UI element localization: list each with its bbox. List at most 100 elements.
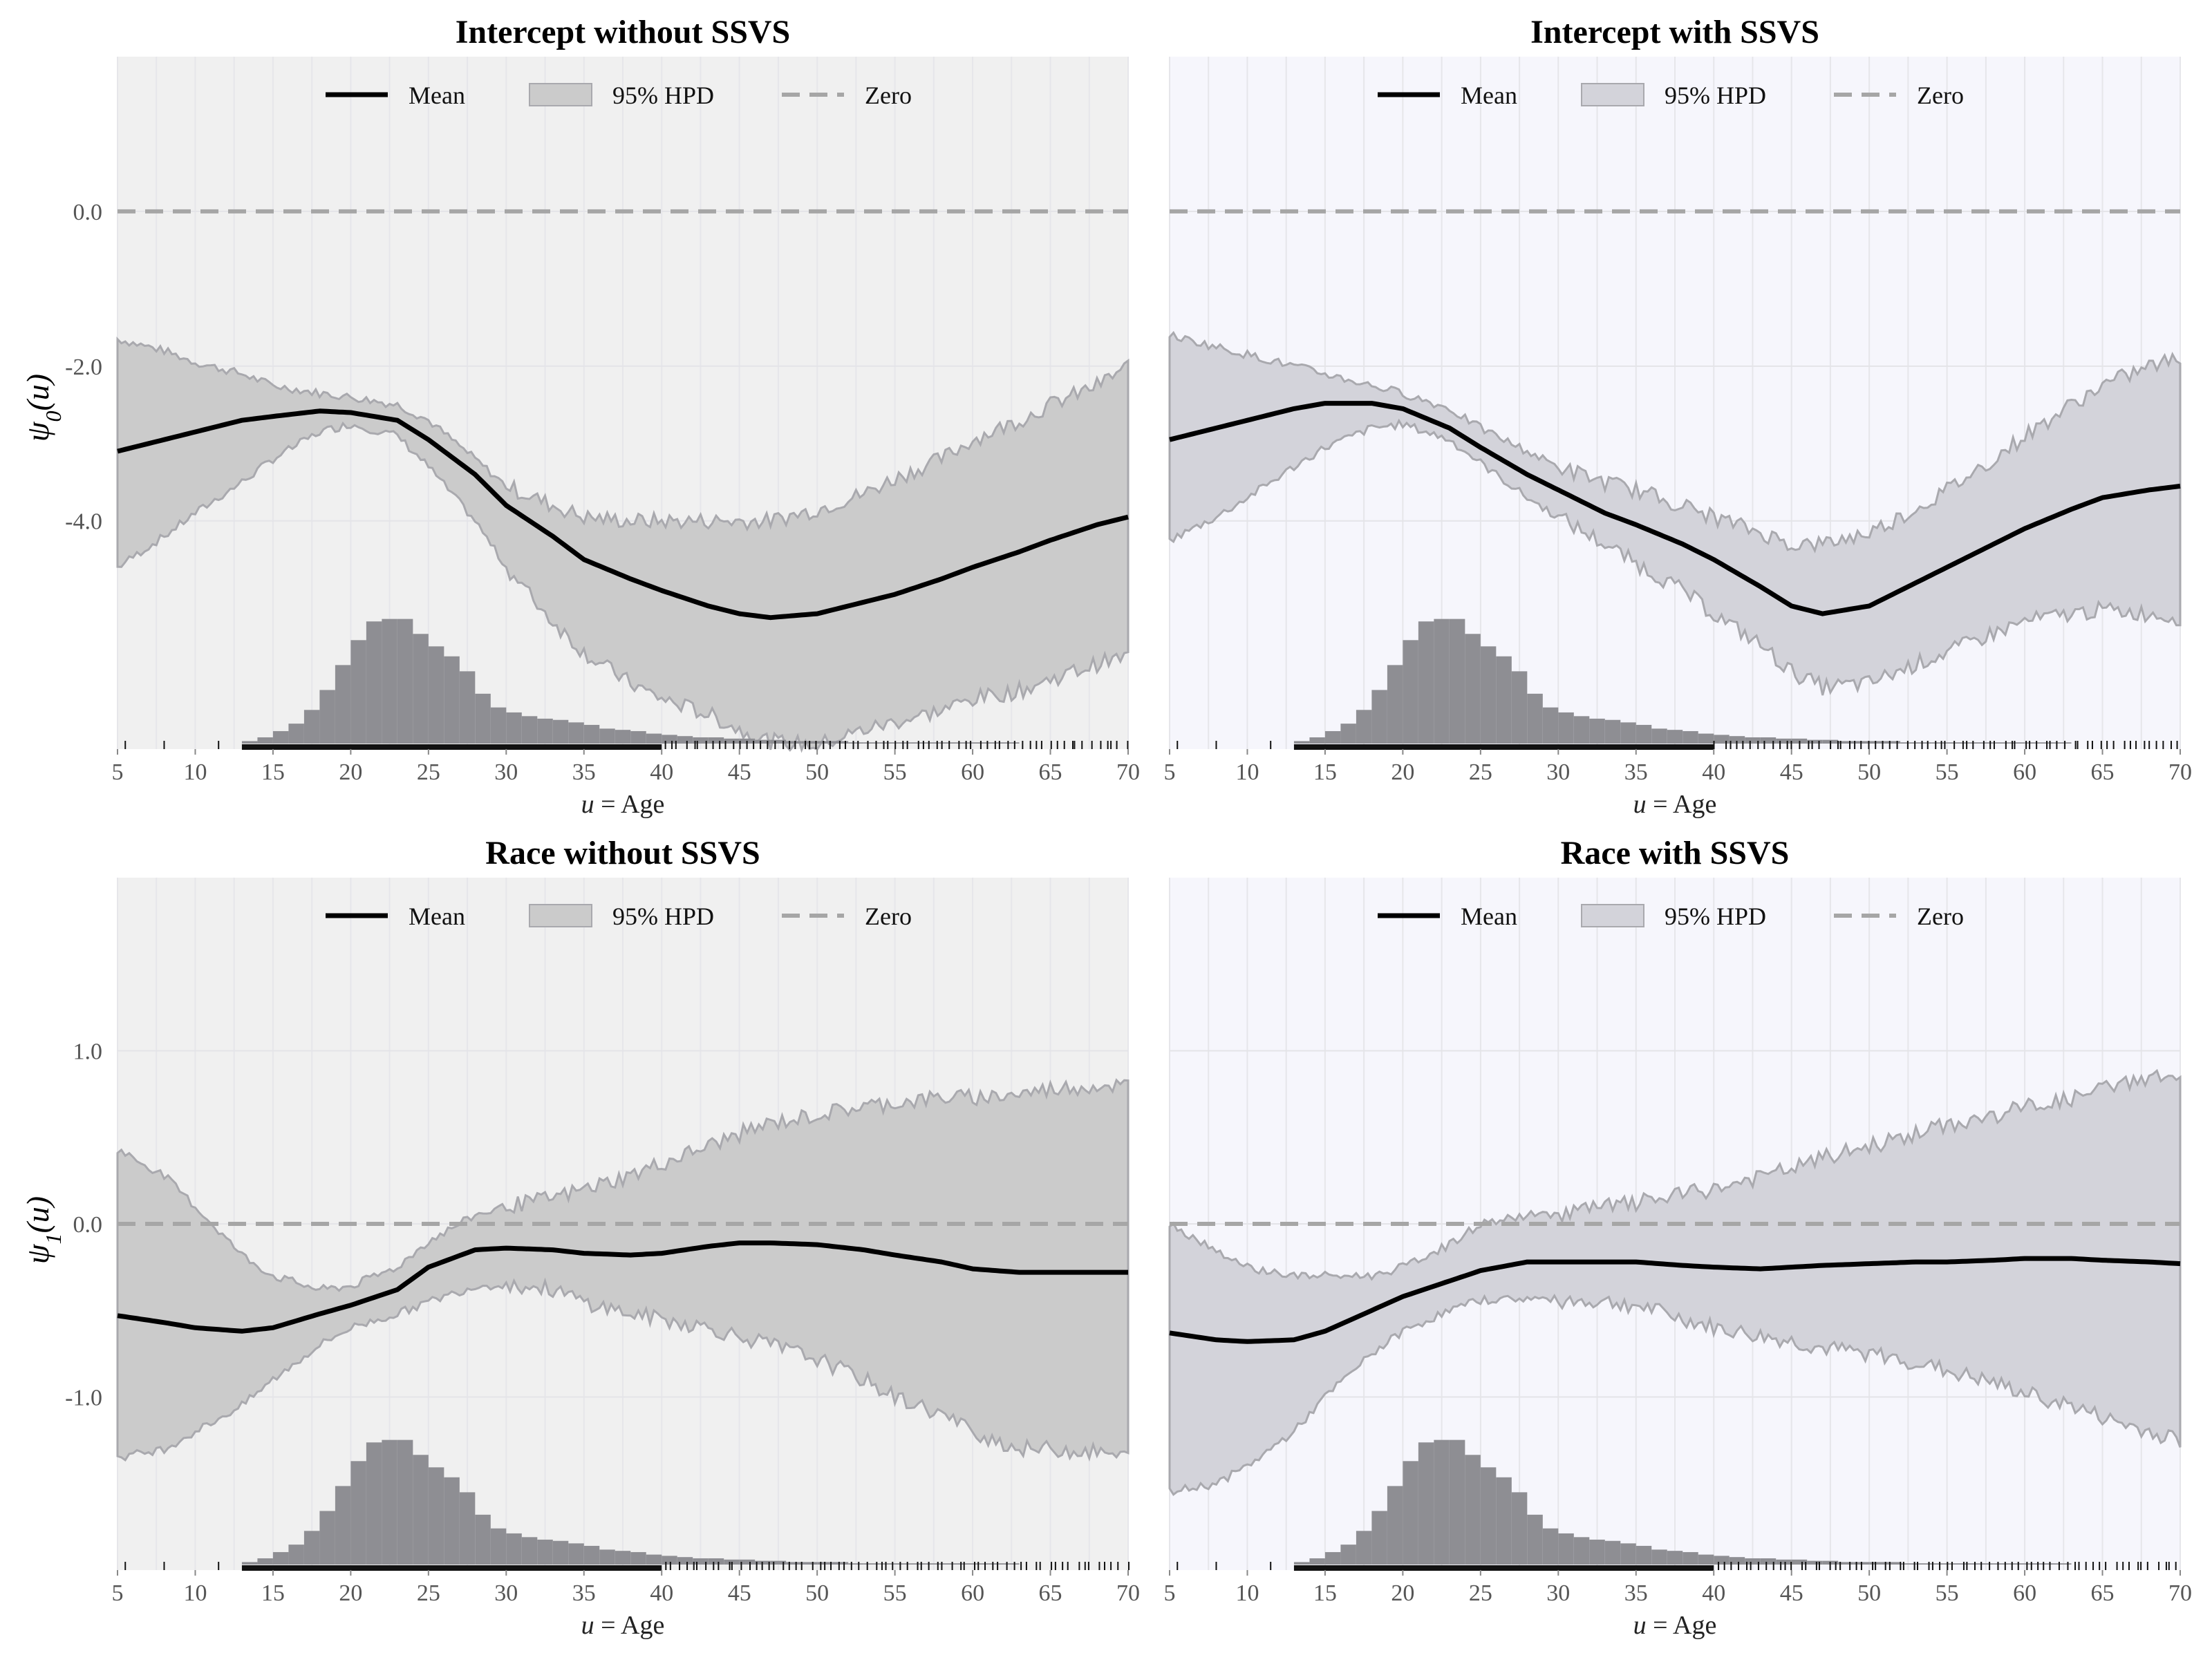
x-tick-label: 70: [1116, 759, 1140, 785]
row-0-ylabel: ψ0(u): [20, 374, 66, 442]
mean-line: [117, 1240, 1128, 1334]
histogram-bar: [662, 735, 677, 744]
histogram-bar: [506, 712, 522, 744]
histogram-bar: [1978, 742, 1994, 744]
x-label-rest: = Age: [1653, 790, 1716, 819]
legend-hpd-swatch: [1581, 83, 1644, 106]
histogram-bar: [1542, 1528, 1559, 1565]
panel-title: Intercept with SSVS: [1530, 14, 1819, 50]
histogram-bar: [319, 690, 335, 744]
histogram-bar: [1371, 690, 1387, 744]
x-tick-label: 65: [2091, 1580, 2115, 1606]
x-tick-label: 30: [494, 759, 518, 785]
histogram-bar: [1324, 730, 1341, 744]
histogram-bar: [1449, 1439, 1465, 1565]
x-tick-label: 45: [1780, 759, 1803, 785]
histogram-bar: [941, 1563, 957, 1565]
x-tick-label: 15: [1313, 1580, 1337, 1606]
histogram-bar: [1542, 707, 1559, 744]
histogram-bar: [2040, 742, 2056, 744]
histogram-bar: [1589, 1539, 1605, 1565]
histogram-bar: [1807, 739, 1823, 744]
legend-zero-label: Zero: [1917, 82, 1964, 109]
x-tick-label: 70: [1116, 1580, 1140, 1606]
histogram-bar: [1293, 1562, 1310, 1565]
x-tick-label: 50: [1857, 759, 1881, 785]
histogram-bar: [1947, 1563, 1963, 1565]
panel-3: Race with SSVS 5 10 15 20 25 30 35 40 45 50 55 60 65 7…: [1164, 835, 2193, 1640]
histogram-bar: [568, 722, 584, 744]
histogram-bar: [1667, 1551, 1683, 1565]
histogram-bar: [350, 640, 366, 744]
x-tick-label: 65: [1039, 759, 1062, 785]
histogram-bar: [1465, 634, 1481, 744]
histogram-bar: [1340, 724, 1356, 744]
x-tick-label: 35: [572, 1580, 596, 1606]
histogram-bar: [2009, 1563, 2025, 1565]
hpd-band: [1168, 1068, 2182, 1496]
histogram-bar: [1511, 671, 1528, 744]
x-tick-label: 20: [339, 759, 362, 785]
x-tick-label: 15: [1313, 759, 1337, 785]
histogram-bar: [817, 741, 833, 744]
histogram-bar: [770, 1560, 787, 1565]
histogram-bar: [490, 1528, 507, 1565]
histogram-bar: [1915, 742, 1932, 744]
histogram-bar: [770, 739, 787, 744]
histogram-bar: [1418, 1442, 1434, 1565]
legend-hpd-swatch: [1581, 904, 1644, 927]
histogram-bar: [1760, 737, 1777, 744]
x-tick-label: 65: [1039, 1580, 1062, 1606]
histogram-bar: [1683, 1551, 1698, 1565]
histogram-bar: [537, 718, 553, 744]
x-tick-label: 55: [1936, 759, 1959, 785]
histogram-bar: [1309, 737, 1325, 744]
x-axis-label: u = Age: [581, 790, 665, 819]
histogram-bar: [444, 1477, 460, 1565]
histogram-bar: [801, 1562, 818, 1565]
x-tick-label: 5: [112, 759, 124, 785]
x-tick-label: 25: [1469, 759, 1492, 785]
mean-line: [1169, 401, 2181, 616]
legend-zero-label: Zero: [865, 903, 912, 930]
histogram-bar: [1496, 1477, 1512, 1565]
histogram-bar: [382, 618, 397, 744]
histogram-bar: [693, 737, 709, 744]
histogram-bar: [739, 1559, 756, 1565]
y-tick-label: -2.0: [65, 355, 102, 380]
legend-hpd-label: 95% HPD: [1665, 903, 1766, 930]
histogram-bar: [1651, 1549, 1667, 1565]
x-tick-label: 30: [1546, 759, 1570, 785]
histogram-bar: [973, 1563, 988, 1565]
histogram-bar: [257, 1558, 273, 1565]
x-tick-label: 15: [261, 1580, 285, 1606]
histogram-bar: [957, 742, 973, 744]
histogram-bar: [1371, 1511, 1387, 1565]
histogram-bar: [1480, 646, 1497, 744]
histogram-bar: [786, 1562, 802, 1565]
panel-1: Intercept with SSVS 5 10 15 20 25 30 35 40 45 50 55…: [1164, 14, 2193, 819]
x-tick-label: 5: [1164, 1580, 1176, 1606]
histogram-bar: [1635, 1545, 1652, 1565]
histogram-bar: [257, 737, 273, 744]
y-tick-label: 1.0: [73, 1039, 103, 1065]
x-tick-label: 40: [1702, 759, 1725, 785]
histogram-bar: [1480, 1467, 1497, 1565]
x-tick-label: 40: [1702, 1580, 1725, 1606]
x-tick-label: 60: [2013, 759, 2036, 785]
legend-zero-label: Zero: [1917, 903, 1964, 930]
histogram-bar: [506, 1533, 522, 1565]
histogram-bar: [1698, 733, 1714, 744]
x-tick-label: 45: [728, 1580, 751, 1606]
histogram-bar: [475, 693, 491, 744]
histogram-bar: [693, 1558, 709, 1565]
histogram-bar: [630, 730, 646, 744]
histogram-bar: [1387, 665, 1403, 744]
histogram-bar: [444, 656, 460, 744]
x-tick-label: 20: [1391, 759, 1414, 785]
histogram-bar: [1604, 1540, 1621, 1565]
x-label-var: u: [581, 790, 601, 819]
histogram-bar: [1994, 1563, 2009, 1565]
